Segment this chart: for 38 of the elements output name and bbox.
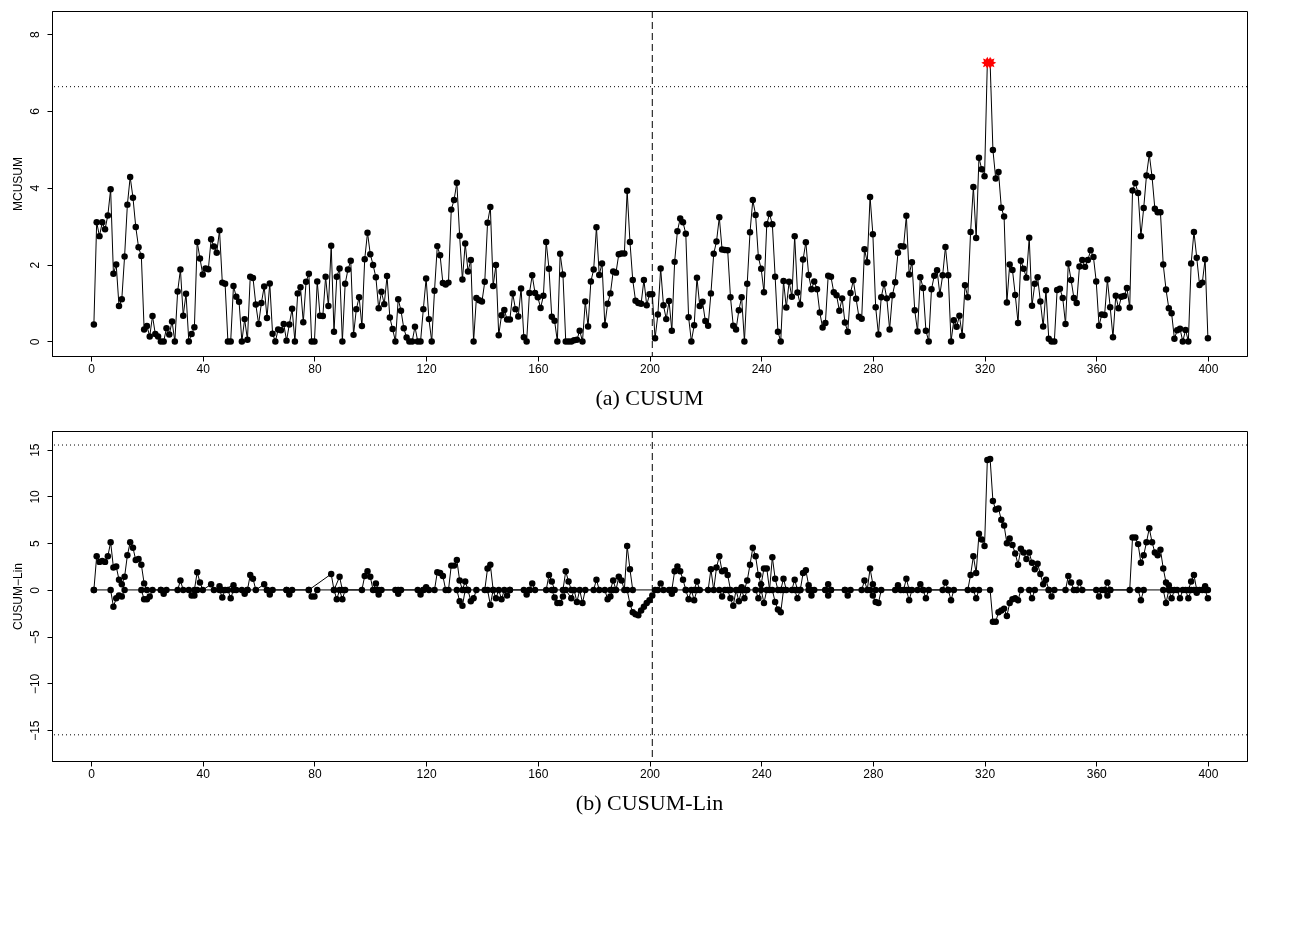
x-tick-label: 280 (863, 361, 884, 376)
y-tick-label: 0 (27, 586, 42, 594)
x-tick-label: 360 (1086, 766, 1108, 781)
x-tick-label: 400 (1198, 361, 1219, 376)
y-tick-label: −5 (27, 630, 42, 645)
text: (b) CUSUM-Lin (575, 790, 724, 815)
x-tick-label: 400 (1198, 766, 1219, 781)
x-tick-label: 320 (975, 361, 996, 376)
y-tick-label: 15 (27, 443, 42, 457)
y-tick-label: 10 (27, 489, 42, 504)
x-tick-label: 80 (308, 766, 322, 781)
y-tick-label: −10 (27, 673, 42, 695)
y-axis-title: CUSUM−Lin (10, 562, 25, 631)
x-tick-label: 160 (528, 766, 549, 781)
x-tick-label: 0 (88, 766, 96, 781)
x-tick-label: 280 (863, 766, 884, 781)
x-tick-label: 200 (639, 766, 661, 781)
x-tick-label: 320 (975, 766, 996, 781)
x-tick-label: 40 (196, 766, 211, 781)
y-tick-label: −15 (27, 720, 42, 741)
x-tick-label: 160 (528, 361, 549, 376)
x-tick-label: 240 (751, 766, 773, 781)
x-tick-label: 40 (196, 361, 211, 376)
y-tick-label: 6 (27, 107, 42, 115)
y-tick-label: 2 (27, 261, 42, 269)
y-tick-label: 4 (27, 184, 42, 192)
text: (a) CUSUM (595, 385, 704, 410)
y-axis-title: MCUSUM (10, 157, 25, 211)
x-tick-label: 120 (416, 766, 437, 781)
y-tick-label: 5 (27, 540, 42, 548)
x-tick-label: 120 (416, 361, 437, 376)
x-tick-label: 360 (1086, 361, 1108, 376)
x-tick-label: 80 (308, 361, 322, 376)
x-tick-label: 0 (88, 361, 96, 376)
x-tick-label: 200 (639, 361, 661, 376)
y-tick-label: 0 (27, 338, 42, 346)
y-tick-label: 8 (27, 30, 42, 38)
x-tick-label: 240 (751, 361, 773, 376)
